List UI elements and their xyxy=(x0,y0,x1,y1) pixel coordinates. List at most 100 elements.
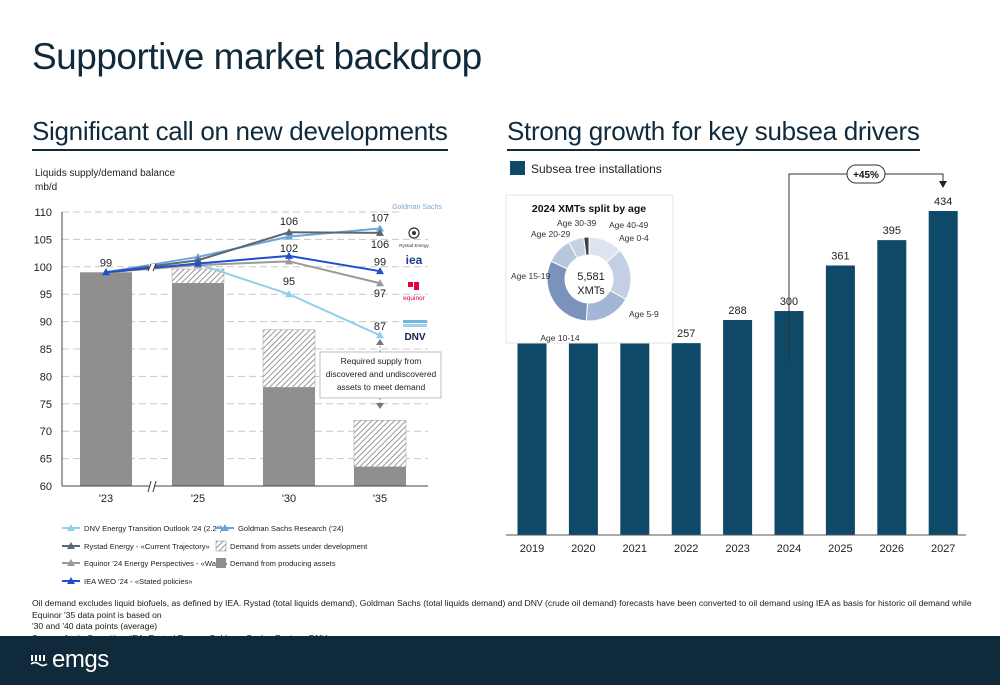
pie-label: Age 0-4 xyxy=(619,233,649,243)
bar-assets-under-development xyxy=(171,268,225,284)
bar-producing-assets xyxy=(172,283,224,486)
bar-value-label: 288 xyxy=(728,305,746,317)
bar-value-label: 361 xyxy=(831,250,849,262)
legend-marker xyxy=(67,524,75,531)
legend-label: DNV Energy Transition Outlook '24 (2.2°) xyxy=(84,524,223,533)
bar-value-label: 434 xyxy=(934,196,952,208)
left-chart-legend: DNV Energy Transition Outlook '24 (2.2°)… xyxy=(62,524,368,586)
y-tick-label: 100 xyxy=(34,262,52,274)
x-tick-label: 2022 xyxy=(674,543,698,555)
pie-slice xyxy=(583,236,590,256)
legend-box-symbol xyxy=(216,558,226,568)
bar-value-label: 257 xyxy=(677,328,695,340)
axis-break-mark xyxy=(147,480,152,493)
pie-label: Age 30-39 xyxy=(557,218,596,228)
axis-break-mark xyxy=(152,480,157,493)
legend-label: Demand from assets under development xyxy=(230,542,368,551)
iea-logo: iea xyxy=(406,253,423,267)
bar-producing-assets xyxy=(80,272,132,486)
pie-label: Age 5-9 xyxy=(629,309,659,319)
pie-center-value: 5,581 xyxy=(577,271,605,283)
y-tick-label: 80 xyxy=(40,371,52,383)
series-marker xyxy=(194,259,202,267)
pie-label: Age 15-19 xyxy=(511,271,550,281)
legend-label: Rystad Energy - «Current Trajectory» xyxy=(84,542,210,551)
page-title: Supportive market backdrop xyxy=(32,36,482,77)
data-label: 99 xyxy=(100,257,112,269)
series-marker xyxy=(376,331,384,339)
legend-label: IEA WEO '24 - «Stated policies» xyxy=(84,577,193,586)
svg-text:equinor: equinor xyxy=(403,295,426,302)
subsea-tree-chart: Subsea tree installations 28320192622020… xyxy=(505,161,966,555)
equinor-logo: equinor xyxy=(403,282,426,302)
y-tick-label: 70 xyxy=(40,426,52,438)
inset-title: 2024 XMTs split by age xyxy=(532,203,646,215)
legend-label: Demand from producing assets xyxy=(230,559,336,568)
footnote-line-2: '30 and '40 data points (average) xyxy=(32,621,158,631)
callout-arrows xyxy=(376,339,384,409)
axis-break-gap xyxy=(149,264,155,271)
series-marker xyxy=(376,279,384,287)
x-tick-label: '30 xyxy=(282,493,296,505)
dnv-logo: DNV xyxy=(403,320,427,343)
callout-box: Required supply from discovered and undi… xyxy=(319,351,442,399)
data-label: 106 xyxy=(371,239,389,251)
bar-value-label: 395 xyxy=(883,225,901,237)
bar-assets-under-development xyxy=(353,419,407,468)
svg-text:DNV: DNV xyxy=(404,332,425,343)
pie-label: Age 40-49 xyxy=(609,220,648,230)
y-tick-label: 65 xyxy=(40,454,52,466)
legend-hatch-symbol xyxy=(215,540,227,552)
axis-break-mark xyxy=(147,263,152,272)
y-tick-label: 105 xyxy=(34,234,52,246)
data-label: 102 xyxy=(280,243,298,255)
x-tick-label: '35 xyxy=(373,493,387,505)
subsea-bar xyxy=(671,343,701,535)
growth-label: +45% xyxy=(853,170,879,181)
right-section-title: Strong growth for key subsea drivers xyxy=(507,116,920,151)
series-marker xyxy=(376,267,384,275)
y-tick-label: 95 xyxy=(40,289,52,301)
y-tick-label: 75 xyxy=(40,399,52,411)
pie-label: Age 20-29 xyxy=(531,229,570,239)
series-marker xyxy=(285,232,293,240)
svg-text:Rystad Energy: Rystad Energy xyxy=(399,243,429,248)
data-label: 106 xyxy=(280,216,298,228)
bar-assets-under-development xyxy=(262,329,316,388)
subsea-bar xyxy=(825,265,855,535)
data-label: 95 xyxy=(283,276,295,288)
pie-center-unit: XMTs xyxy=(577,285,605,297)
x-tick-label: 2027 xyxy=(931,543,955,555)
svg-text:Goldman Sachs: Goldman Sachs xyxy=(392,204,442,211)
subsea-bar xyxy=(568,339,598,535)
y-tick-label: 85 xyxy=(40,344,52,356)
supply-demand-chart: Liquids supply/demand balance mb/d 99 106… xyxy=(34,168,443,586)
x-tick-label: 2021 xyxy=(623,543,647,555)
callout-line-3: assets to meet demand xyxy=(337,382,426,392)
y-axis-label-line2: mb/d xyxy=(35,182,57,193)
legend-label: Equinor '24 Energy Perspectives - «Walls… xyxy=(84,559,227,568)
callout-line-2: discovered and undiscovered xyxy=(326,369,437,379)
axis-break-gap xyxy=(149,481,155,492)
x-tick-label: 2026 xyxy=(880,543,904,555)
legend-marker xyxy=(67,542,75,549)
data-label: 107 xyxy=(371,212,389,224)
legend-swatch xyxy=(510,161,525,175)
data-label: 87 xyxy=(374,321,386,333)
series-marker xyxy=(285,257,293,265)
data-label: 97 xyxy=(374,288,386,300)
svg-text:iea: iea xyxy=(406,253,423,267)
growth-annotation: +45% xyxy=(788,164,947,361)
x-tick-label: '23 xyxy=(99,493,113,505)
logo-text: emgs xyxy=(52,646,109,673)
data-label: 99 xyxy=(374,256,386,268)
footer-bar: emgs xyxy=(0,636,1000,685)
series-marker xyxy=(102,268,110,276)
y-tick-label: 60 xyxy=(40,481,52,493)
x-tick-label: 2020 xyxy=(571,543,595,555)
x-tick-label: 2019 xyxy=(520,543,544,555)
series-marker xyxy=(376,224,384,232)
subsea-bar xyxy=(517,323,547,535)
goldman-sachs-logo: Goldman Sachs xyxy=(392,201,442,219)
legend-marker xyxy=(67,577,75,584)
